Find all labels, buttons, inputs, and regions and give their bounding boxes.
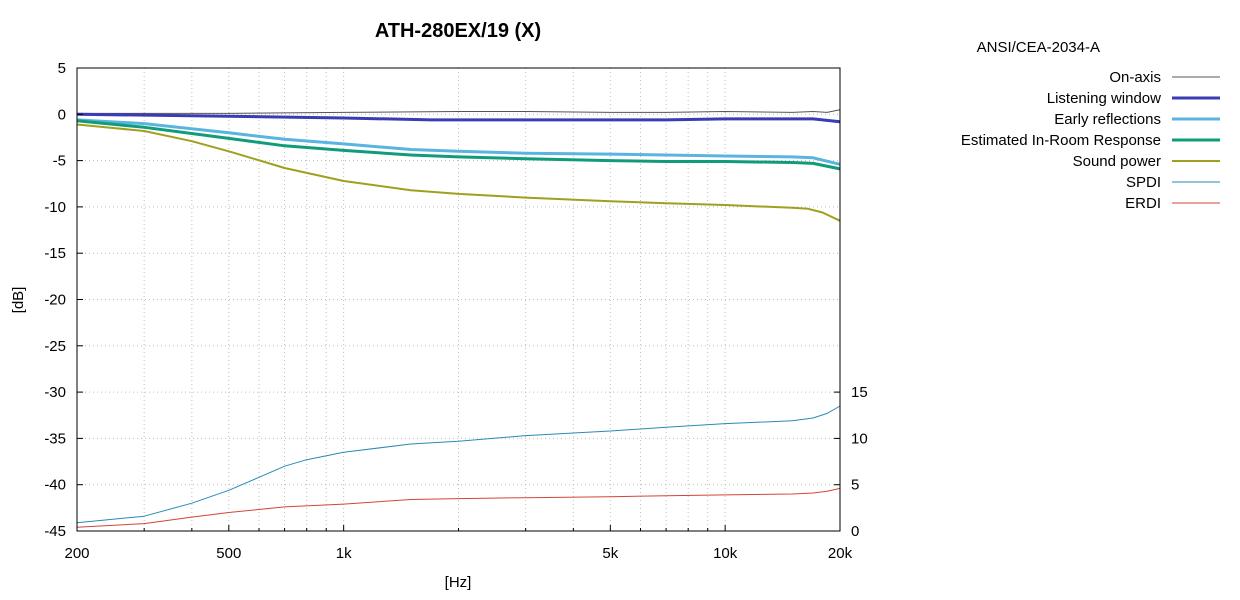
legend-label-early-reflections: Early reflections	[1054, 111, 1161, 128]
y2-tick-label: 10	[851, 430, 868, 447]
y-tick-label: -30	[44, 384, 66, 401]
legend-label-spdi: SPDI	[1126, 174, 1161, 191]
x-axis-label: [Hz]	[445, 574, 472, 591]
series-line-on-axis	[77, 109, 841, 114]
y-tick-label: -10	[44, 199, 66, 216]
y2-tick-label: 0	[851, 523, 859, 540]
legend-label-estimated-in-room-response: Estimated In-Room Response	[961, 132, 1161, 149]
series-line-spdi	[76, 405, 841, 524]
x-tick-label: 5k	[602, 545, 618, 562]
y-tick-label: -40	[44, 477, 66, 494]
series-line-erdi	[76, 487, 841, 528]
series-line-early-reflections	[76, 118, 841, 166]
y-tick-label: -5	[53, 153, 66, 170]
y-tick-label: -20	[44, 292, 66, 309]
y-tick-label: -15	[44, 245, 66, 262]
y-axis-label: [dB]	[10, 287, 27, 314]
y2-tick-label: 15	[851, 384, 868, 401]
series-lines	[76, 109, 841, 528]
x-tick-label: 1k	[336, 545, 352, 562]
legend-standard-label: ANSI/CEA-2034-A	[977, 39, 1100, 56]
legend-label-on-axis: On-axis	[1109, 69, 1161, 86]
y-tick-label: -45	[44, 523, 66, 540]
axis-ticks: 200 500 1k 5k 10k 20k 5 0 -5 -10 -15 -20 -25 -30 -35 -4…	[44, 60, 867, 562]
y2-tick-label: 5	[851, 477, 859, 494]
y-tick-label: 5	[58, 60, 66, 77]
y-tick-label: -25	[44, 338, 66, 355]
legend-label-sound-power: Sound power	[1073, 153, 1161, 170]
legend-label-erdi: ERDI	[1125, 195, 1161, 212]
legend: On-axis Listening window Early reflections…	[961, 69, 1220, 212]
y-tick-label: 0	[58, 106, 66, 123]
x-tick-label: 20k	[828, 545, 853, 562]
x-tick-label: 500	[216, 545, 241, 562]
series-line-estimated-in-room-response	[76, 119, 841, 171]
series-line-listening-window	[76, 112, 841, 124]
series-line-sound-power	[76, 123, 841, 222]
y-tick-label: -35	[44, 430, 66, 447]
chart-title: ATH-280EX/19 (X)	[375, 20, 541, 42]
x-tick-label: 200	[64, 545, 89, 562]
x-tick-label: 10k	[713, 545, 738, 562]
legend-label-listening-window: Listening window	[1047, 90, 1161, 107]
